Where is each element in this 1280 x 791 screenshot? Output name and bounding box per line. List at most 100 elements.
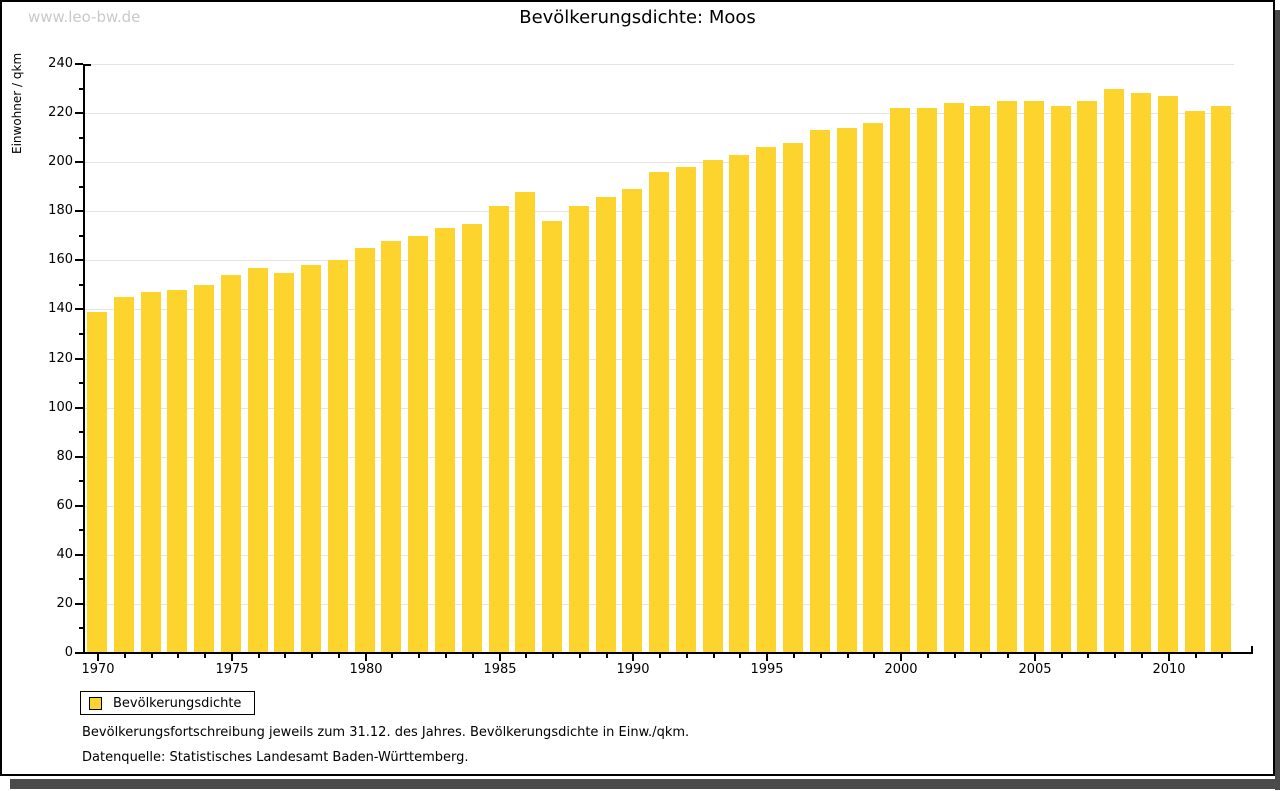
x-minor-tick xyxy=(1061,654,1063,658)
x-tick-label: 1975 xyxy=(215,662,249,677)
bar xyxy=(676,167,696,653)
bar xyxy=(756,147,776,653)
x-minor-tick xyxy=(954,654,956,658)
bar xyxy=(221,275,241,653)
bar xyxy=(462,224,482,653)
y-axis-top-cap xyxy=(85,64,91,66)
gridline xyxy=(85,113,1234,114)
y-minor-tick xyxy=(79,382,83,384)
bar xyxy=(1024,101,1044,653)
x-tick-label: 2000 xyxy=(884,662,918,677)
bar xyxy=(837,128,857,653)
x-minor-tick xyxy=(873,654,875,658)
y-major-tick xyxy=(75,63,83,65)
y-tick-label: 240 xyxy=(48,56,73,71)
y-major-tick xyxy=(75,456,83,458)
y-major-tick xyxy=(75,112,83,114)
y-major-tick xyxy=(75,161,83,163)
y-major-tick xyxy=(75,603,83,605)
y-tick-label: 120 xyxy=(48,351,73,366)
chart-title: Bevölkerungsdichte: Moos xyxy=(519,7,756,28)
legend-box: Bevölkerungsdichte xyxy=(80,691,256,715)
x-minor-tick xyxy=(311,654,313,658)
bar xyxy=(729,155,749,653)
y-tick-label: 80 xyxy=(56,449,73,464)
x-axis-end-cap xyxy=(1251,646,1253,653)
y-tick-label: 100 xyxy=(48,400,73,415)
y-major-tick xyxy=(75,652,83,654)
y-major-tick xyxy=(75,259,83,261)
bar xyxy=(810,130,830,653)
x-minor-tick xyxy=(606,654,608,658)
x-major-tick xyxy=(231,654,233,661)
y-tick-label: 220 xyxy=(48,105,73,120)
x-minor-tick xyxy=(1221,654,1223,658)
y-minor-tick xyxy=(79,431,83,433)
y-tick-label: 60 xyxy=(56,498,73,513)
x-major-tick xyxy=(1168,654,1170,661)
x-minor-tick xyxy=(445,654,447,658)
bar xyxy=(970,106,990,653)
x-minor-tick xyxy=(338,654,340,658)
y-tick-label: 160 xyxy=(48,252,73,267)
bar xyxy=(542,221,562,653)
window-shadow-bottom xyxy=(10,779,1275,789)
y-major-tick xyxy=(75,505,83,507)
bar xyxy=(194,285,214,653)
x-axis-line xyxy=(83,652,1253,654)
bar xyxy=(328,260,348,653)
y-tick-label: 180 xyxy=(48,203,73,218)
bar xyxy=(489,206,509,653)
y-tick-label: 140 xyxy=(48,301,73,316)
footnote-source-note: Bevölkerungsfortschreibung jeweils zum 3… xyxy=(82,725,690,740)
x-minor-tick xyxy=(204,654,206,658)
x-minor-tick xyxy=(258,654,260,658)
x-minor-tick xyxy=(579,654,581,658)
y-minor-tick xyxy=(79,333,83,335)
y-tick-label: 40 xyxy=(56,547,73,562)
x-tick-label: 2005 xyxy=(1018,662,1052,677)
bar xyxy=(569,206,589,653)
y-minor-tick xyxy=(79,137,83,139)
x-tick-label: 2010 xyxy=(1152,662,1186,677)
y-minor-tick xyxy=(79,627,83,629)
bar xyxy=(596,197,616,653)
y-tick-label: 200 xyxy=(48,154,73,169)
bar xyxy=(1131,93,1151,653)
x-minor-tick xyxy=(713,654,715,658)
x-tick-label: 1990 xyxy=(616,662,650,677)
bar xyxy=(890,108,910,653)
x-minor-tick xyxy=(793,654,795,658)
bar xyxy=(863,123,883,653)
bar xyxy=(997,101,1017,653)
x-tick-label: 1995 xyxy=(750,662,784,677)
bar xyxy=(1211,106,1231,653)
bar xyxy=(381,241,401,653)
x-minor-tick xyxy=(1114,654,1116,658)
x-minor-tick xyxy=(472,654,474,658)
y-minor-tick xyxy=(79,284,83,286)
bar xyxy=(167,290,187,653)
y-minor-tick xyxy=(79,529,83,531)
y-minor-tick xyxy=(79,578,83,580)
bar xyxy=(783,143,803,653)
bar xyxy=(301,265,321,653)
y-major-tick xyxy=(75,308,83,310)
y-major-tick xyxy=(75,210,83,212)
x-major-tick xyxy=(900,654,902,661)
x-tick-label: 1980 xyxy=(349,662,383,677)
x-minor-tick xyxy=(659,654,661,658)
x-minor-tick xyxy=(1087,654,1089,658)
bar xyxy=(1158,96,1178,653)
x-minor-tick xyxy=(1141,654,1143,658)
x-minor-tick xyxy=(847,654,849,658)
window-shadow-right xyxy=(1275,10,1280,790)
bar xyxy=(141,292,161,653)
y-major-tick xyxy=(75,407,83,409)
bar xyxy=(248,268,268,653)
x-minor-tick xyxy=(525,654,527,658)
x-minor-tick xyxy=(391,654,393,658)
y-axis-line xyxy=(83,64,85,653)
bar xyxy=(917,108,937,653)
bar xyxy=(435,228,455,653)
